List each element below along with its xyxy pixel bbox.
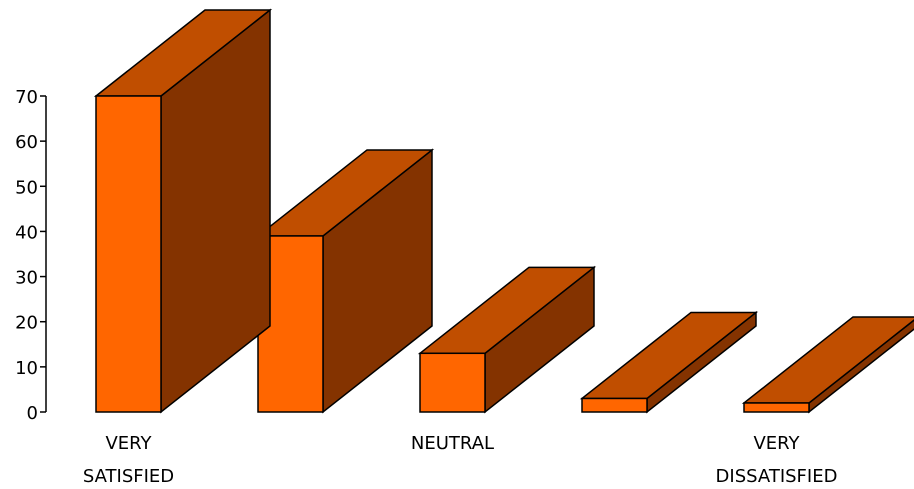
bar-front-face — [743, 402, 810, 413]
y-tick-label: 40 — [15, 222, 38, 243]
y-tick-label: 50 — [15, 177, 38, 198]
bar — [417, 265, 597, 414]
y-tick-label: 0 — [27, 403, 38, 424]
y-tick-label: 60 — [15, 132, 38, 153]
x-category-label: VERY DISSATISFIED — [716, 433, 838, 487]
y-ticks: 0 10 20 30 40 50 60 70 — [15, 87, 46, 424]
bar — [741, 316, 914, 414]
y-tick-label: 10 — [15, 358, 38, 379]
x-category-label: VERY SATISFIED — [83, 433, 174, 487]
bar-front-face — [95, 95, 162, 413]
bar — [255, 148, 435, 414]
bar — [579, 310, 759, 414]
y-tick-label: 20 — [15, 313, 38, 334]
bar-front-face — [419, 352, 486, 413]
bars — [93, 8, 914, 414]
y-tick-label: 70 — [15, 87, 38, 108]
x-category-label: NEUTRAL — [411, 433, 494, 454]
bar-front-face — [581, 397, 648, 413]
y-axis: 0 10 20 30 40 50 60 70 — [15, 87, 47, 424]
y-tick-label: 30 — [15, 268, 38, 289]
x-axis-labels: VERY SATISFIED NEUTRAL VERY DISSATISFIED — [83, 433, 838, 487]
bar — [93, 8, 273, 414]
